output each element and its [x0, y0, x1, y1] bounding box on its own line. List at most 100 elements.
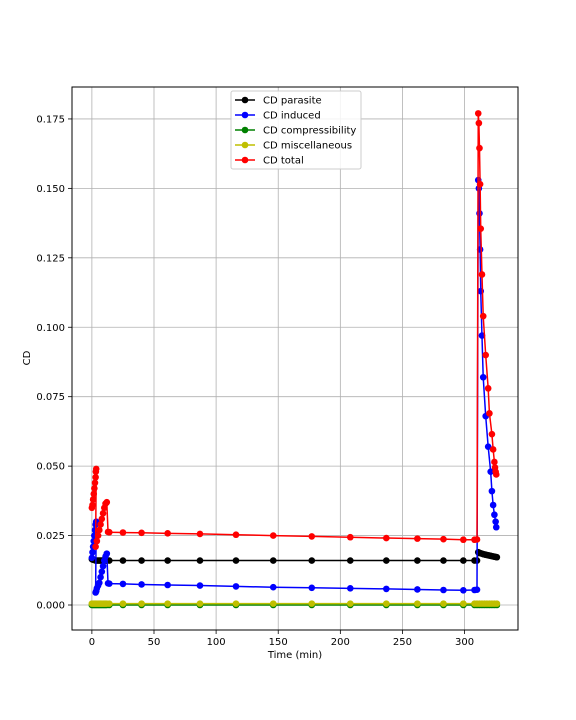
- data-point: [232, 557, 240, 564]
- data-point: [491, 458, 498, 466]
- data-point: [103, 550, 111, 557]
- series-3: [88, 600, 501, 607]
- data-point: [89, 496, 97, 503]
- series-4: [88, 110, 500, 550]
- data-point: [196, 582, 204, 589]
- y-tick-label: 0.125: [36, 253, 65, 264]
- y-tick-label: 0.000: [36, 601, 65, 612]
- legend-label: CD total: [263, 156, 304, 167]
- data-point: [92, 543, 99, 550]
- data-point: [119, 580, 127, 588]
- data-point: [89, 501, 96, 509]
- data-point: [346, 557, 354, 564]
- data-point: [475, 119, 483, 127]
- legend-item: CD total: [235, 156, 304, 167]
- data-point: [119, 600, 127, 607]
- grid-lines: [72, 87, 518, 630]
- data-point: [383, 600, 390, 607]
- data-point: [479, 312, 487, 320]
- data-point: [489, 446, 497, 453]
- data-point: [88, 554, 96, 562]
- data-point: [269, 583, 277, 591]
- series-layer: [88, 110, 501, 609]
- legend-item: CD compressibility: [235, 126, 356, 137]
- series-1: [88, 176, 500, 596]
- data-point: [138, 557, 145, 564]
- data-point: [460, 557, 467, 564]
- data-point: [493, 600, 501, 607]
- data-point: [491, 511, 498, 519]
- y-axis-label: CD: [22, 350, 33, 365]
- y-tick-label: 0.150: [36, 184, 65, 195]
- data-point: [440, 535, 447, 543]
- data-point: [486, 410, 493, 417]
- data-point: [308, 533, 316, 540]
- data-point: [119, 529, 127, 536]
- data-point: [476, 180, 484, 188]
- data-point: [105, 600, 113, 607]
- data-point: [269, 532, 277, 539]
- legend-label: CD parasite: [263, 96, 322, 107]
- data-point: [138, 581, 145, 588]
- data-point: [346, 533, 354, 541]
- data-point: [383, 585, 390, 593]
- data-point: [477, 225, 485, 232]
- legend-marker: [241, 141, 249, 149]
- legend-marker: [241, 126, 249, 134]
- data-point: [232, 600, 240, 607]
- data-point: [164, 530, 171, 537]
- data-point: [138, 600, 145, 607]
- legend-frame: [230, 90, 362, 170]
- data-point: [489, 501, 497, 509]
- series-line: [91, 551, 498, 562]
- data-point: [474, 110, 482, 117]
- data-point: [492, 518, 499, 525]
- data-point: [473, 536, 481, 543]
- data-point: [232, 531, 240, 539]
- data-point: [346, 600, 354, 607]
- data-point: [308, 584, 316, 592]
- data-point: [90, 490, 98, 498]
- data-point: [440, 557, 447, 564]
- series-0: [88, 548, 501, 564]
- data-point: [488, 487, 496, 495]
- data-point: [91, 485, 98, 492]
- data-point: [440, 600, 447, 607]
- x-tick-label: 200: [331, 637, 350, 648]
- legend-item: CD parasite: [235, 96, 322, 107]
- data-point: [119, 557, 127, 564]
- legend: CD parasite CD induced CD compressibility C…: [230, 90, 362, 170]
- legend-label: CD miscellaneous: [263, 141, 352, 152]
- data-point: [482, 351, 489, 359]
- data-point: [473, 586, 481, 594]
- data-point: [98, 515, 106, 523]
- x-tick-label: 0: [89, 637, 95, 648]
- data-point: [492, 471, 500, 478]
- data-point: [99, 510, 107, 517]
- data-point: [94, 532, 102, 539]
- data-point: [414, 535, 421, 542]
- data-point: [196, 530, 204, 538]
- data-point: [164, 557, 171, 564]
- data-point: [92, 473, 99, 481]
- series-line: [91, 179, 498, 593]
- legend-item: CD miscellaneous: [235, 141, 352, 152]
- data-point: [308, 600, 316, 607]
- series-2: [88, 601, 501, 609]
- data-point: [484, 443, 492, 450]
- legend-marker: [241, 111, 249, 119]
- data-point: [196, 557, 204, 564]
- data-point: [414, 586, 421, 593]
- data-point: [484, 385, 492, 392]
- data-point: [488, 430, 496, 438]
- data-point: [97, 521, 104, 528]
- y-tick-label: 0.175: [36, 114, 65, 125]
- data-point: [103, 498, 111, 506]
- data-point: [164, 600, 171, 607]
- data-point: [92, 465, 100, 473]
- plot-frame: [71, 86, 519, 631]
- legend-label: CD induced: [263, 111, 321, 122]
- legend-marker: [241, 96, 249, 104]
- data-point: [414, 600, 421, 607]
- data-point: [308, 557, 316, 564]
